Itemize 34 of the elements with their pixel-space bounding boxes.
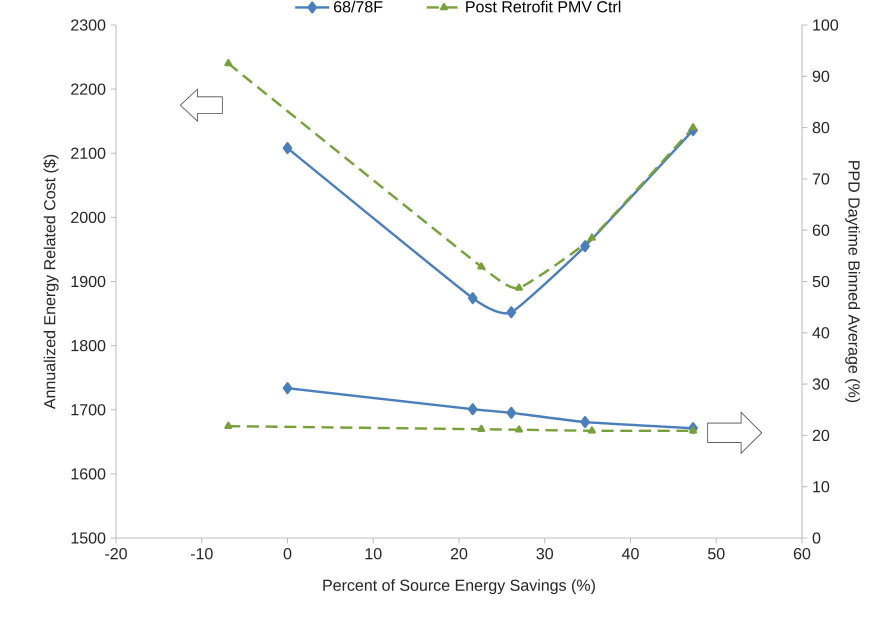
y-tick-label: 2300: [71, 19, 106, 31]
y-tick-label: 2100: [71, 148, 106, 159]
x-tick-label: 30: [536, 548, 554, 560]
x-tick-label: 10: [366, 548, 382, 560]
y2-tick-label: 40: [812, 327, 830, 338]
y-tick-label: 2000: [71, 212, 106, 224]
y-tick-label: 1800: [72, 340, 106, 352]
y2-tick-label: 60: [812, 224, 830, 236]
x-tick-label: 60: [794, 548, 810, 560]
legend-label: Post Retrofit PMV Ctrl: [466, 0, 620, 12]
y-axis-title: Annualized Energy Related Cost ($): [43, 154, 59, 410]
x-tick-label: 50: [708, 548, 725, 560]
x-tick-label: 20: [450, 548, 468, 560]
y-tick-label: 1900: [72, 276, 106, 288]
x-tick-label: 0: [284, 548, 292, 560]
y2-tick-label: 10: [813, 481, 830, 492]
y2-tick-label: 50: [812, 276, 830, 288]
y-tick-label: 1500: [72, 532, 106, 544]
x-tick-label: -10: [190, 548, 213, 560]
x-axis-title: Percent of Source Energy Savings (%): [323, 579, 595, 594]
y2-tick-label: 80: [812, 122, 830, 134]
x-tick-label: 40: [622, 548, 639, 560]
y2-tick-label: 90: [812, 70, 830, 82]
y-tick-label: 2200: [71, 83, 106, 95]
legend-label: 68/78F: [334, 0, 382, 12]
y-tick-label: 1700: [72, 404, 106, 416]
y2-axis-title: PPD Daytime Binned Average (%): [845, 161, 860, 402]
y2-tick-label: 30: [812, 378, 830, 390]
y2-tick-label: 70: [812, 173, 830, 185]
y2-tick-label: 0: [812, 532, 820, 544]
y2-tick-label: 20: [812, 430, 830, 442]
x-tick-label: -20: [105, 548, 127, 560]
y2-tick-label: 100: [813, 19, 838, 31]
y-tick-label: 1600: [72, 468, 106, 480]
